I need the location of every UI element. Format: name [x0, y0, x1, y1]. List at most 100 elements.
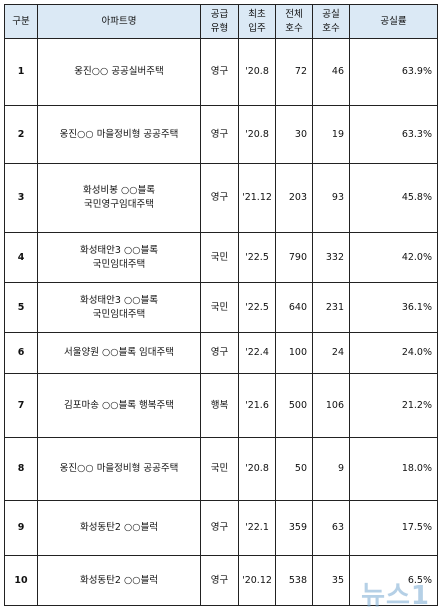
header-text: 공급: [210, 8, 229, 20]
table-row: 5 화성태안3 ○○블록 국민임대주택 국민 '22.5 640 231 36.1%: [4, 282, 438, 333]
cell-text: 화성비봉 ○○블록: [82, 185, 156, 196]
table-row: 4 화성태안3 ○○블록 국민임대주택 국민 '22.5 790 332 42.0%: [4, 232, 438, 283]
cell: 행복: [200, 373, 239, 438]
cell: 옹진○○ 공공실버주택: [37, 38, 201, 106]
cell: '22.5: [238, 232, 276, 283]
cell: 46: [312, 38, 350, 106]
cell: 332: [312, 232, 350, 283]
cell-text: 옹진○○ 마을정비형 공공주택: [59, 128, 179, 140]
cell: '20.8: [238, 105, 276, 164]
cell: 24: [312, 332, 350, 374]
cell-text: 국민영구임대주택: [84, 199, 154, 210]
cell: 640: [275, 282, 313, 333]
cell-text: 국민임대주택: [92, 258, 146, 270]
cell: 36.1%: [349, 282, 438, 333]
cell: 9: [4, 500, 38, 556]
cell: 231: [312, 282, 350, 333]
cell: 18.0%: [349, 437, 438, 501]
cell: 100: [275, 332, 313, 374]
cell: 옹진○○ 마을정비형 공공주택: [37, 437, 201, 501]
cell: '22.1: [238, 500, 276, 556]
cell: 42.0%: [349, 232, 438, 283]
cell: 9: [312, 437, 350, 501]
table-row: 9 화성동탄2 ○○블럭 영구 '22.1 359 63 17.5%: [4, 500, 438, 556]
header-text: 호수: [285, 22, 303, 34]
header-text: 유형: [210, 22, 229, 34]
cell: 옹진○○ 마을정비형 공공주택: [37, 105, 201, 164]
cell: 50: [275, 437, 313, 501]
cell: 538: [275, 555, 313, 606]
cell: 김포마송 ○○블록 행복주택: [37, 373, 201, 438]
cell: 7: [4, 373, 38, 438]
cell: '22.5: [238, 282, 276, 333]
cell: 63: [312, 500, 350, 556]
cell: 서울양원 ○○블록 임대주택: [37, 332, 201, 374]
table-row: 8 옹진○○ 마을정비형 공공주택 국민 '20.8 50 9 18.0%: [4, 437, 438, 501]
cell: 영구: [200, 332, 239, 374]
column-header: 아파트명: [37, 4, 201, 39]
header-text: 공실률: [380, 15, 407, 27]
cell: 국민: [200, 282, 239, 333]
cell-text: 화성동탄2 ○○블럭: [79, 574, 159, 586]
cell: '20.12: [238, 555, 276, 606]
cell: 106: [312, 373, 350, 438]
header-text: 입주: [248, 22, 266, 34]
header-text: 전체: [285, 8, 303, 20]
cell: 72: [275, 38, 313, 106]
table-body: 1 옹진○○ 공공실버주택 영구 '20.8 72 46 63.9% 2 옹진○○ 마을정비형 …: [4, 38, 438, 606]
cell-text: 국민임대주택: [92, 308, 146, 320]
cell: 3: [4, 163, 38, 233]
cell: '21.6: [238, 373, 276, 438]
cell: 화성동탄2 ○○블럭: [37, 500, 201, 556]
cell: 6.5%: [349, 555, 438, 606]
header-row: 구분 아파트명 공급 유형 최초 입주 전체 호수 공실 호수 공실률: [4, 4, 438, 39]
cell: 24.0%: [349, 332, 438, 374]
cell: 4: [4, 232, 38, 283]
cell-text: 김포마송 ○○블록 행복주택: [63, 399, 175, 411]
cell: 790: [275, 232, 313, 283]
cell: 화성동탄2 ○○블럭: [37, 555, 201, 606]
cell: 5: [4, 282, 38, 333]
column-header: 공실률: [349, 4, 438, 39]
header-text: 공실: [322, 8, 340, 20]
header-text: 최초: [248, 8, 266, 20]
header-text: 호수: [322, 22, 340, 34]
cell: 93: [312, 163, 350, 233]
cell: 영구: [200, 105, 239, 164]
cell: 359: [275, 500, 313, 556]
cell: 30: [275, 105, 313, 164]
header-text: 아파트명: [101, 15, 137, 27]
cell: '20.8: [238, 38, 276, 106]
cell: 45.8%: [349, 163, 438, 233]
table-row: 1 옹진○○ 공공실버주택 영구 '20.8 72 46 63.9%: [4, 38, 438, 106]
cell: 6: [4, 332, 38, 374]
column-header: 구분: [4, 4, 38, 39]
cell: 19: [312, 105, 350, 164]
cell-text: 화성동탄2 ○○블럭: [79, 522, 159, 533]
cell: 영구: [200, 500, 239, 556]
cell: 영구: [200, 163, 239, 233]
cell: 17.5%: [349, 500, 438, 556]
cell: 63.3%: [349, 105, 438, 164]
cell: 8: [4, 437, 38, 501]
cell: 63.9%: [349, 38, 438, 106]
table-row: 7 김포마송 ○○블록 행복주택 행복 '21.6 500 106 21.2%: [4, 373, 438, 438]
cell: 화성태안3 ○○블록 국민임대주택: [37, 282, 201, 333]
vacancy-table: 구분 아파트명 공급 유형 최초 입주 전체 호수 공실 호수 공실률 1 옹진○○ 공공실버주택 영구…: [4, 4, 438, 606]
table-row: 3 화성비봉 ○○블록 국민영구임대주택 영구 '21.12 203 93 45.8%: [4, 163, 438, 233]
cell-text: 화성태안3 ○○블록: [79, 244, 159, 256]
cell: 500: [275, 373, 313, 438]
cell: 21.2%: [349, 373, 438, 438]
cell: 2: [4, 105, 38, 164]
cell: '21.12: [238, 163, 276, 233]
cell-text: 옹진○○ 공공실버주택: [74, 66, 164, 77]
cell: 35: [312, 555, 350, 606]
cell: '22.4: [238, 332, 276, 374]
cell: 국민: [200, 437, 239, 501]
